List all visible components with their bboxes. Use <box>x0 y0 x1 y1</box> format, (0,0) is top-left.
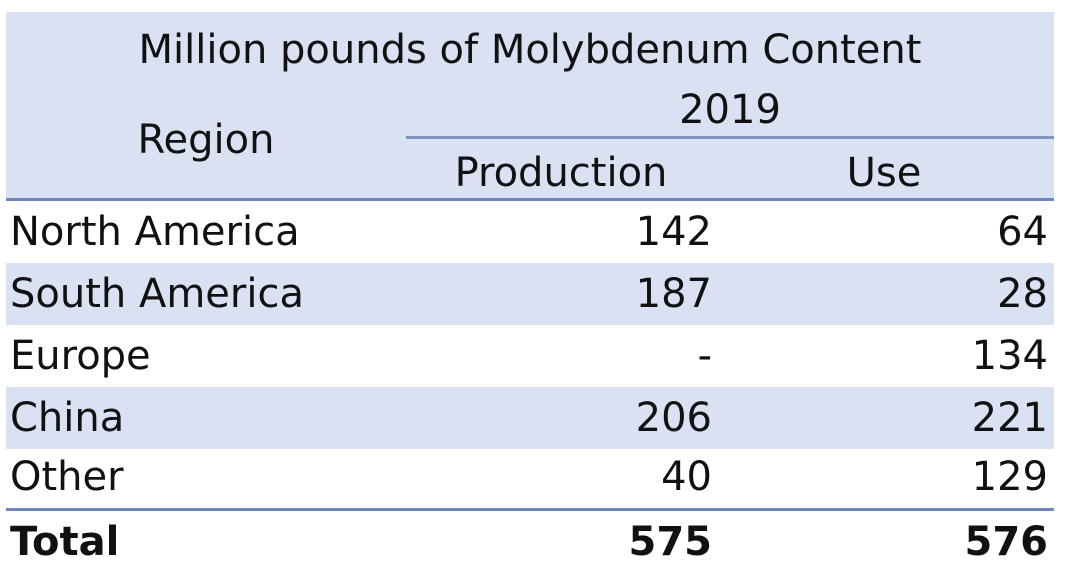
table-row: China 206 221 <box>6 387 1054 449</box>
production-cell: 142 <box>635 209 712 255</box>
production-cell: 206 <box>635 395 712 441</box>
use-cell: 28 <box>997 271 1048 317</box>
region-cell: South America <box>10 271 304 317</box>
total-row: Total 575 576 <box>6 511 1054 573</box>
region-column-header: Region <box>137 117 275 163</box>
production-cell: 187 <box>635 271 712 317</box>
table-row: Other 40 129 <box>6 446 1054 508</box>
use-cell: 134 <box>971 333 1048 379</box>
total-production: 575 <box>628 519 713 565</box>
table-title: Million pounds of Molybdenum Content <box>138 27 922 73</box>
table-row: North America 142 64 <box>6 201 1054 263</box>
production-column-header: Production <box>454 150 668 196</box>
production-cell: - <box>697 333 712 379</box>
total-divider <box>6 508 1054 511</box>
table-header: Million pounds of Molybdenum Content 201… <box>6 12 1054 198</box>
year-header: 2019 <box>679 87 781 133</box>
region-cell: North America <box>10 209 300 255</box>
header-divider <box>6 198 1054 201</box>
year-underline <box>406 136 1054 139</box>
table-row: Europe - 134 <box>6 325 1054 387</box>
total-label: Total <box>10 519 120 565</box>
use-cell: 221 <box>971 395 1048 441</box>
use-column-header: Use <box>846 150 922 196</box>
region-cell: China <box>10 395 125 441</box>
table-row: South America 187 28 <box>6 263 1054 325</box>
region-cell: Other <box>10 454 124 500</box>
use-cell: 64 <box>997 209 1048 255</box>
molybdenum-table: Million pounds of Molybdenum Content 201… <box>6 12 1054 568</box>
region-cell: Europe <box>10 333 151 379</box>
production-cell: 40 <box>661 454 712 500</box>
total-use: 576 <box>964 519 1049 565</box>
use-cell: 129 <box>971 454 1048 500</box>
